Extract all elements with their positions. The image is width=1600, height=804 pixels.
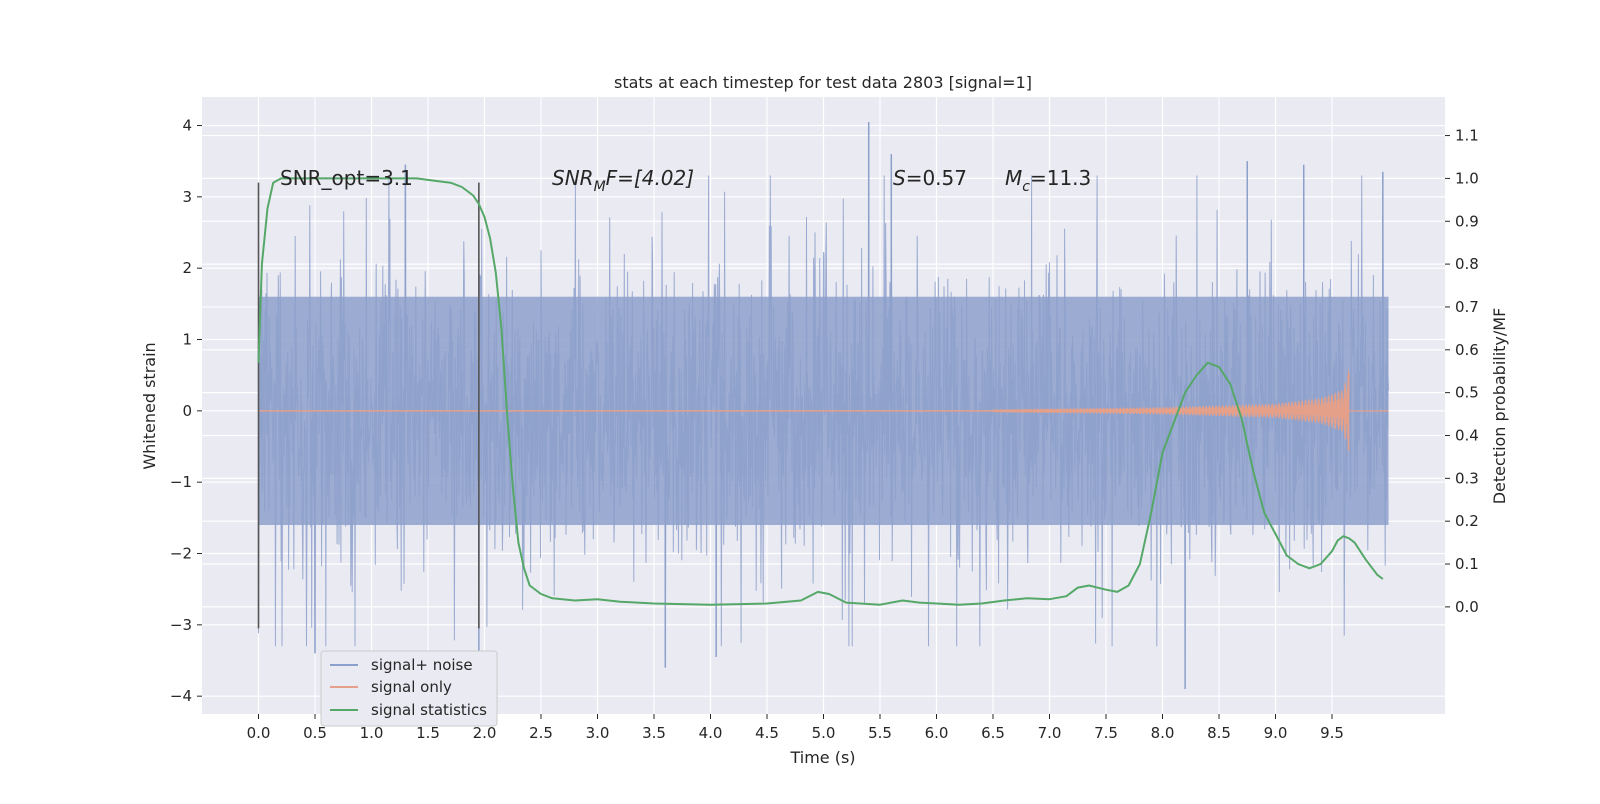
x-tick-label: 6.0 (925, 724, 949, 742)
y-axis-title: Whitened strain (140, 342, 159, 469)
series-signal-only (258, 369, 1389, 452)
y-tick-label: −2 (170, 545, 192, 563)
x-tick-label: 2.5 (529, 724, 553, 742)
y2-tick-label: 0.2 (1455, 512, 1479, 530)
y2-tick-label: 0.9 (1455, 212, 1479, 230)
y2-tick-label: 0.8 (1455, 255, 1479, 273)
annotation-snr-mf-rest: F=[4.02] (606, 166, 694, 190)
x-tick-label: 5.0 (812, 724, 836, 742)
legend-label-signal-only: signal only (371, 678, 452, 696)
legend-label-signal-noise: signal+ noise (371, 656, 473, 674)
annotation-s-main: S (893, 166, 906, 190)
x-tick-label: 8.0 (1151, 724, 1175, 742)
annotation-snr-opt: SNR_opt=3.1 (280, 166, 413, 190)
legend: signal+ noise signal only signal statist… (320, 650, 498, 727)
x-tick-label: 0.5 (303, 724, 327, 742)
series-signal-statistics (257, 177, 1384, 606)
y2-tick-label: 0.6 (1455, 341, 1479, 359)
y-axis-ticks: −4 −3 −2 −1 0 1 2 3 4 (170, 117, 202, 705)
annotation-snr-mf-main: SNR (552, 166, 594, 190)
y2-tick-label: 0.4 (1455, 426, 1479, 444)
y-tick-label: 3 (182, 188, 192, 206)
legend-label-signal-statistics: signal statistics (371, 701, 487, 719)
y-tick-label: 4 (182, 117, 192, 135)
x-axis-title: Time (s) (789, 748, 855, 767)
annotation-snr-mf: SNRMF=[4.02] (552, 166, 694, 195)
legend-box (320, 650, 498, 727)
y-tick-label: −4 (170, 687, 192, 705)
y2-tick-label: 1.1 (1455, 127, 1479, 145)
x-tick-label: 7.5 (1094, 724, 1118, 742)
annotation-s-rest: =0.57 (906, 166, 967, 190)
y-tick-label: 0 (182, 402, 192, 420)
y2-axis-ticks: 0.0 0.1 0.2 0.3 0.4 0.5 0.6 0.7 0.8 0.9 1.0 1.1 (1445, 127, 1479, 616)
x-tick-label: 2.0 (473, 724, 497, 742)
x-tick-label: 9.0 (1264, 724, 1288, 742)
y-tick-label: 1 (182, 331, 192, 349)
x-tick-label: 0.0 (247, 724, 271, 742)
annotation-mc: Mc=11.3 (1005, 166, 1091, 195)
annotation-mc-sub: c (1022, 179, 1030, 195)
x-tick-label: 1.0 (360, 724, 384, 742)
annotation-s: S=0.57 (893, 166, 967, 190)
vertical-markers (257, 182, 480, 629)
x-axis-ticks: 0.0 0.5 1.0 1.5 2.0 2.5 3.0 3.5 4.0 4.5 5.0 5.5 6.0 6… (247, 714, 1344, 742)
y2-tick-label: 0.0 (1455, 598, 1479, 616)
annotation-mc-rest: =11.3 (1030, 166, 1091, 190)
x-tick-label: 3.0 (586, 724, 610, 742)
statistics-line (257, 177, 1384, 606)
noise-trace (258, 121, 1389, 690)
y2-tick-label: 0.7 (1455, 298, 1479, 316)
y-tick-label: −1 (170, 473, 192, 491)
annotation-snr-mf-sub: M (594, 179, 606, 195)
x-tick-label: 1.5 (416, 724, 440, 742)
y2-tick-label: 0.3 (1455, 469, 1479, 487)
y2-axis-title: Detection probability/MF (1490, 308, 1509, 505)
x-tick-label: 8.5 (1207, 724, 1231, 742)
annotation-mc-main: M (1005, 166, 1022, 190)
x-tick-label: 4.0 (699, 724, 723, 742)
signal-chirp (992, 369, 1350, 452)
y-tick-label: 2 (182, 259, 192, 277)
x-tick-label: 6.5 (981, 724, 1005, 742)
x-tick-label: 3.5 (642, 724, 666, 742)
y2-tick-label: 1.0 (1455, 169, 1479, 187)
y-tick-label: −3 (170, 616, 192, 634)
x-tick-label: 5.5 (868, 724, 892, 742)
chart-title: stats at each timestep for test data 280… (614, 73, 1032, 92)
x-tick-label: 7.0 (1038, 724, 1062, 742)
x-tick-label: 9.5 (1320, 724, 1344, 742)
y2-tick-label: 0.1 (1455, 555, 1479, 573)
y2-tick-label: 0.5 (1455, 384, 1479, 402)
x-tick-label: 4.5 (755, 724, 779, 742)
